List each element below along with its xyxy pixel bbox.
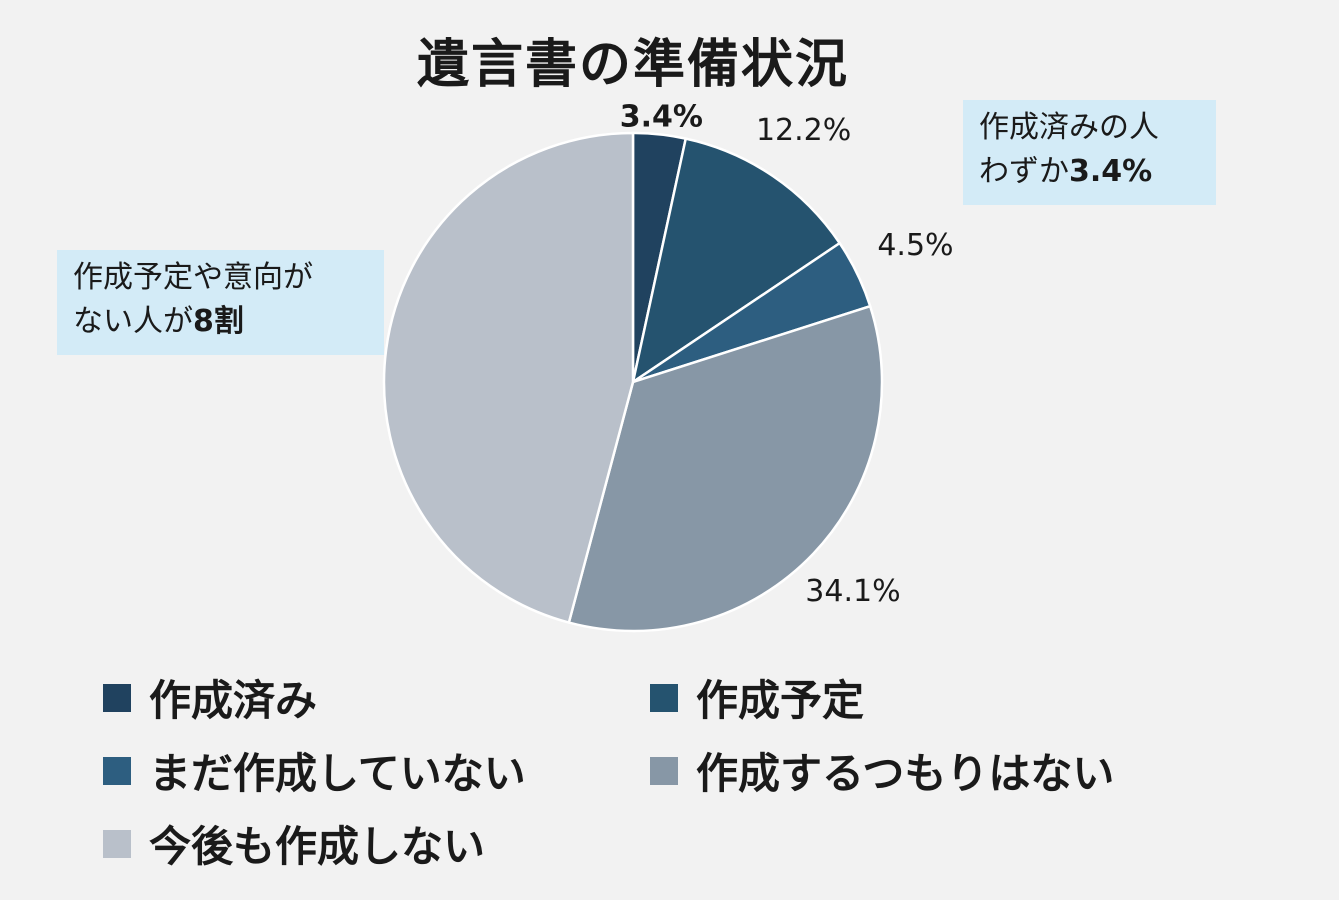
legend-item-no-intention: 作成するつもりはない (650, 740, 1114, 801)
legend-label-never: 今後も作成しない (149, 822, 486, 871)
callout-no-intent: 作成予定や意向が ない人が8割 (57, 250, 384, 355)
slice-no-intention (567, 304, 884, 633)
legend-item-not-yet: まだ作成していない (103, 740, 526, 801)
legend-item-completed: 作成済み (103, 667, 317, 728)
chart-title: 遺言書の準備状況 (416, 35, 849, 95)
legend-swatch-not-yet (103, 756, 131, 785)
label-no-intention: 34.1% (805, 574, 900, 609)
slice-planned (631, 137, 841, 384)
callout-completed-prefix: わずか (979, 154, 1069, 189)
callout-no-intent-value: 8割 (193, 304, 244, 339)
slice-never (382, 131, 635, 624)
label-planned: 12.2% (756, 113, 851, 148)
legend-item-never: 今後も作成しない (103, 813, 485, 874)
legend-swatch-completed (103, 683, 131, 712)
legend-label-no-intention: 作成するつもりはない (696, 749, 1115, 798)
legend-label-not-yet: まだ作成していない (149, 749, 526, 798)
callout-no-intent-line1: 作成予定や意向が (73, 260, 313, 295)
legend-swatch-planned (650, 683, 678, 712)
legend-item-planned: 作成予定 (650, 667, 864, 728)
legend-swatch-never (103, 829, 131, 858)
callout-completed-line1: 作成済みの人 (979, 110, 1159, 145)
callout-no-intent-line2: ない人が8割 (73, 300, 368, 344)
callout-completed: 作成済みの人 わずか3.4% (963, 100, 1216, 205)
legend-label-planned: 作成予定 (696, 676, 865, 725)
label-completed: 3.4% (620, 100, 703, 135)
legend-label-completed: 作成済み (149, 676, 318, 725)
callout-completed-line2: わずか3.4% (979, 150, 1200, 194)
callout-no-intent-prefix: ない人が (73, 304, 193, 339)
label-not-yet: 4.5% (877, 228, 953, 263)
callout-completed-value: 3.4% (1069, 154, 1153, 189)
legend-swatch-no-intention (650, 756, 678, 785)
